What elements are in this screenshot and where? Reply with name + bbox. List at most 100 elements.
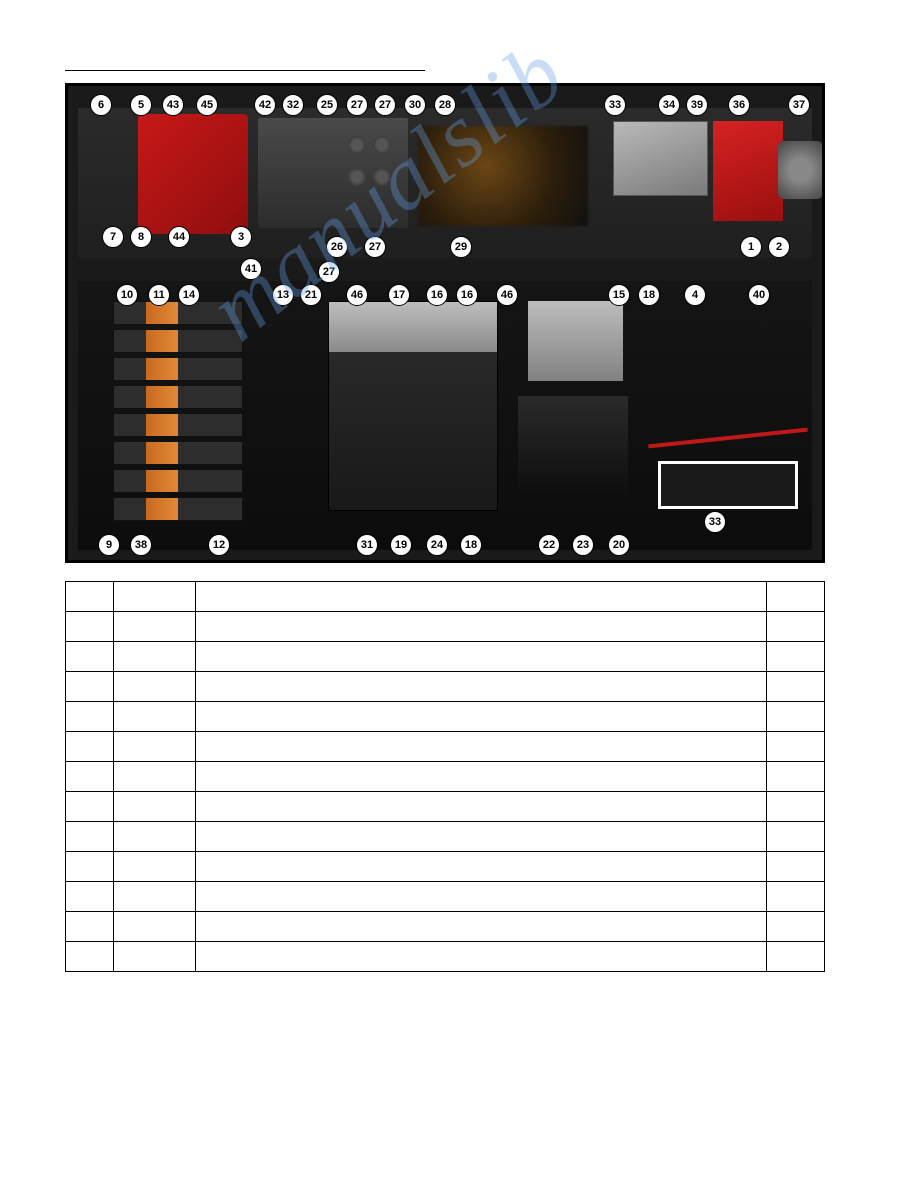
transformer-block bbox=[518, 396, 628, 496]
table-cell bbox=[66, 612, 114, 642]
callout-46: 46 bbox=[346, 284, 368, 306]
table-row bbox=[66, 732, 825, 762]
callout-27: 27 bbox=[346, 94, 368, 116]
table-cell bbox=[66, 672, 114, 702]
callout-38: 38 bbox=[130, 534, 152, 556]
table-cell bbox=[196, 672, 767, 702]
callout-22: 22 bbox=[538, 534, 560, 556]
callout-7: 7 bbox=[102, 226, 124, 248]
callout-26: 26 bbox=[326, 236, 348, 258]
callout-18: 18 bbox=[460, 534, 482, 556]
callout-16: 16 bbox=[426, 284, 448, 306]
callout-9: 9 bbox=[98, 534, 120, 556]
callout-44: 44 bbox=[168, 226, 190, 248]
table-cell bbox=[66, 732, 114, 762]
callout-16: 16 bbox=[456, 284, 478, 306]
table-cell bbox=[114, 912, 196, 942]
callout-23: 23 bbox=[572, 534, 594, 556]
callout-3: 3 bbox=[230, 226, 252, 248]
callout-25: 25 bbox=[316, 94, 338, 116]
table-cell bbox=[196, 612, 767, 642]
table-cell bbox=[66, 792, 114, 822]
callout-5: 5 bbox=[130, 94, 152, 116]
callout-37: 37 bbox=[788, 94, 810, 116]
callout-43: 43 bbox=[162, 94, 184, 116]
section-title-underline bbox=[65, 70, 425, 71]
dial-icon bbox=[348, 168, 366, 186]
callout-30: 30 bbox=[404, 94, 426, 116]
table-cell bbox=[66, 702, 114, 732]
callout-13: 13 bbox=[272, 284, 294, 306]
table-cell bbox=[66, 642, 114, 672]
table-cell bbox=[767, 792, 825, 822]
table-row bbox=[66, 762, 825, 792]
table-cell bbox=[196, 792, 767, 822]
table-cell bbox=[767, 672, 825, 702]
table-row bbox=[66, 672, 825, 702]
table-cell bbox=[196, 762, 767, 792]
callout-31: 31 bbox=[356, 534, 378, 556]
relay-top-plate bbox=[329, 302, 497, 352]
callout-11: 11 bbox=[148, 284, 170, 306]
callout-27: 27 bbox=[318, 261, 340, 283]
table-cell bbox=[66, 912, 114, 942]
table-cell bbox=[767, 582, 825, 612]
table-cell bbox=[66, 852, 114, 882]
table-row bbox=[66, 702, 825, 732]
callout-1: 1 bbox=[740, 236, 762, 258]
relay-contactor-block bbox=[328, 301, 498, 511]
table-cell bbox=[196, 942, 767, 972]
callout-28: 28 bbox=[434, 94, 456, 116]
callout-8: 8 bbox=[130, 226, 152, 248]
callout-41: 41 bbox=[240, 258, 262, 280]
photo-background bbox=[68, 86, 822, 560]
callout-33: 33 bbox=[704, 511, 726, 533]
callout-12: 12 bbox=[208, 534, 230, 556]
table-cell bbox=[66, 822, 114, 852]
table-cell bbox=[114, 582, 196, 612]
callout-17: 17 bbox=[388, 284, 410, 306]
callout-33: 33 bbox=[604, 94, 626, 116]
table-cell bbox=[767, 942, 825, 972]
table-cell bbox=[114, 702, 196, 732]
table-row bbox=[66, 942, 825, 972]
table-row bbox=[66, 822, 825, 852]
table-cell bbox=[114, 642, 196, 672]
dial-icon bbox=[348, 136, 366, 154]
table-cell bbox=[767, 642, 825, 672]
table-cell bbox=[114, 672, 196, 702]
table-row bbox=[66, 612, 825, 642]
red-cover bbox=[713, 121, 783, 221]
callout-46: 46 bbox=[496, 284, 518, 306]
callout-24: 24 bbox=[426, 534, 448, 556]
table-cell bbox=[767, 732, 825, 762]
table-cell bbox=[196, 822, 767, 852]
table-cell bbox=[196, 852, 767, 882]
dial-icon bbox=[373, 168, 391, 186]
table-cell bbox=[114, 882, 196, 912]
wire-bundle bbox=[418, 126, 588, 226]
table-cell bbox=[767, 762, 825, 792]
callout-32: 32 bbox=[282, 94, 304, 116]
grey-control-panel bbox=[258, 118, 408, 228]
table-cell bbox=[196, 882, 767, 912]
table-row bbox=[66, 582, 825, 612]
breaker-row bbox=[113, 497, 243, 521]
breaker-row bbox=[113, 385, 243, 409]
callout-45: 45 bbox=[196, 94, 218, 116]
parts-table bbox=[65, 581, 825, 972]
secondary-contactor bbox=[528, 301, 623, 381]
callout-40: 40 bbox=[748, 284, 770, 306]
table-cell bbox=[196, 642, 767, 672]
table-row bbox=[66, 912, 825, 942]
breaker-column bbox=[113, 301, 243, 531]
table-cell bbox=[767, 912, 825, 942]
table-cell bbox=[196, 912, 767, 942]
breaker-row bbox=[113, 357, 243, 381]
callout-27: 27 bbox=[364, 236, 386, 258]
table-cell bbox=[767, 852, 825, 882]
table-cell bbox=[114, 732, 196, 762]
callout-14: 14 bbox=[178, 284, 200, 306]
callout-39: 39 bbox=[686, 94, 708, 116]
callout-27: 27 bbox=[374, 94, 396, 116]
